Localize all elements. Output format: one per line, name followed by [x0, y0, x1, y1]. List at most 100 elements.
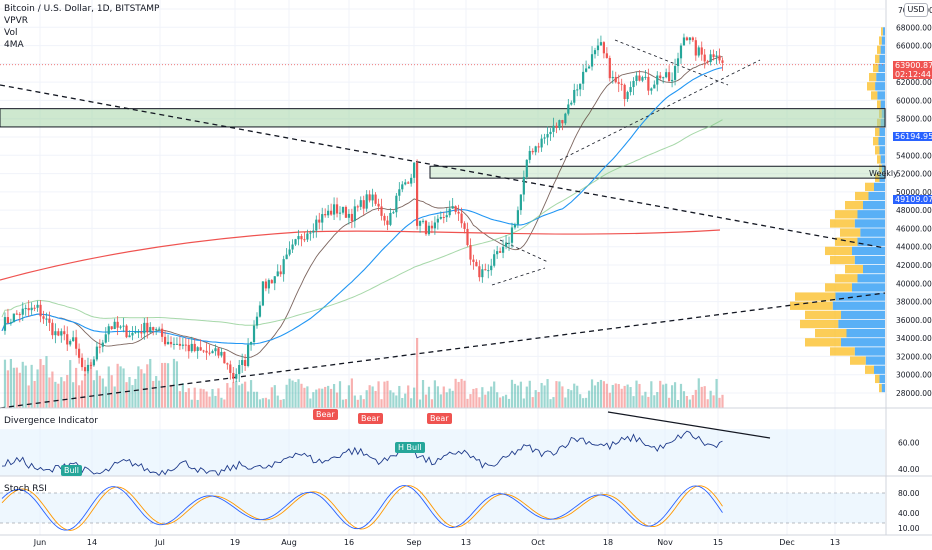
vpvr-bar-down	[825, 283, 852, 292]
volume-bar	[27, 385, 30, 408]
volume-bar	[350, 378, 353, 408]
volume-bar	[531, 397, 534, 408]
volume-bar	[184, 392, 187, 408]
candle-body	[12, 313, 15, 323]
vpvr-bar-up	[857, 237, 885, 246]
symbol-title[interactable]: Bitcoin / U.S. Dollar, 1D, BITSTAMP	[4, 4, 160, 14]
candle-body	[104, 334, 107, 343]
price-tick-label: 68000.00	[896, 23, 932, 32]
candle-body	[697, 47, 700, 56]
vpvr-bar-down	[867, 82, 876, 91]
volume-bar	[238, 385, 241, 408]
volume-bar	[285, 384, 288, 408]
candle-body	[679, 45, 683, 59]
price-tick-label: 50000.00	[896, 188, 932, 197]
indicator-4ma[interactable]: 4MA	[4, 40, 24, 50]
candle-body	[407, 182, 410, 184]
volume-bar	[703, 386, 706, 408]
vpvr-bar-down	[835, 274, 858, 283]
volume-bar	[670, 385, 674, 408]
candle-body	[377, 203, 380, 207]
volume-bar	[466, 398, 469, 408]
volume-bar	[128, 377, 131, 408]
vpvr-bar-up	[881, 36, 885, 45]
candle-body	[15, 313, 18, 315]
vpvr-bar-up	[857, 210, 885, 219]
volume-bar	[528, 380, 531, 408]
candle-body	[712, 54, 715, 58]
candle-body	[676, 58, 680, 67]
vpvr-bar-up	[854, 219, 885, 228]
vpvr-bar-up	[880, 100, 885, 109]
candle-body	[721, 60, 724, 63]
volume-bar	[546, 379, 549, 408]
vpvr-bar-up	[841, 338, 885, 347]
volume-bar	[166, 363, 170, 408]
volume-bar	[297, 379, 300, 408]
candle-body	[593, 50, 597, 55]
candle-body	[490, 265, 493, 271]
vpvr-bar-up	[881, 383, 885, 393]
candle-body	[86, 364, 90, 372]
support-zones	[0, 108, 886, 179]
volume-bar	[421, 380, 425, 408]
vpvr-bar-up	[875, 82, 885, 91]
bear-tag: Bear	[313, 409, 338, 420]
volume-bar	[567, 388, 570, 408]
currency-button[interactable]: USD	[904, 3, 928, 17]
volume-bar	[371, 386, 374, 408]
candle-body	[513, 224, 517, 228]
volume-bar	[77, 385, 81, 408]
volume-bar	[223, 399, 226, 408]
volume-bar	[125, 382, 128, 408]
volume-bar	[347, 385, 351, 408]
bearish-divergence-line	[607, 411, 771, 439]
candle-body	[226, 363, 229, 365]
time-tick-label: 15	[713, 538, 723, 547]
stoch-title[interactable]: Stoch RSI	[4, 484, 47, 494]
volume-bar	[676, 399, 680, 408]
volume-bar	[665, 383, 668, 408]
candle-body	[481, 269, 484, 278]
candle-body	[89, 364, 93, 366]
candle-body	[66, 334, 69, 345]
volume-bar	[647, 396, 650, 408]
volume-bar	[398, 385, 401, 408]
volume-bar	[416, 338, 419, 408]
candle-body	[685, 37, 689, 41]
volume-bar	[593, 385, 597, 408]
vpvr-bar-down	[873, 63, 879, 73]
support-zone	[0, 108, 886, 128]
divergence-title[interactable]: Divergence Indicator	[4, 416, 98, 426]
candle-body	[190, 343, 193, 352]
vpvr-bar-down	[865, 182, 874, 192]
candle-body	[101, 342, 104, 347]
volume-bar	[718, 397, 721, 408]
volume-bar	[220, 397, 223, 408]
indicator-vol[interactable]: Vol	[4, 28, 18, 38]
candle-body	[528, 150, 531, 160]
volume-bar	[424, 394, 428, 408]
volume-bar	[490, 386, 493, 408]
indicator-vpvr[interactable]: VPVR	[4, 16, 28, 26]
candle-body	[255, 316, 259, 326]
volume-bar	[501, 396, 505, 408]
price-tick-label: 42000.00	[896, 261, 932, 270]
volume-bar	[199, 388, 202, 408]
candle-body	[116, 321, 119, 328]
candle-body	[439, 216, 442, 219]
volume-bar	[608, 392, 611, 408]
candle-body	[582, 71, 585, 84]
vpvr-bar-up	[863, 201, 885, 210]
candle-body	[122, 325, 125, 327]
volume-bar	[261, 398, 265, 408]
bear-tag: Bear	[358, 413, 383, 424]
candle-body	[647, 76, 650, 91]
volume-bar	[463, 380, 466, 408]
candle-body	[410, 177, 413, 184]
volume-bar	[161, 362, 164, 408]
volume-bar	[244, 381, 247, 408]
volume-bar	[341, 399, 345, 408]
candle-body	[451, 206, 454, 209]
